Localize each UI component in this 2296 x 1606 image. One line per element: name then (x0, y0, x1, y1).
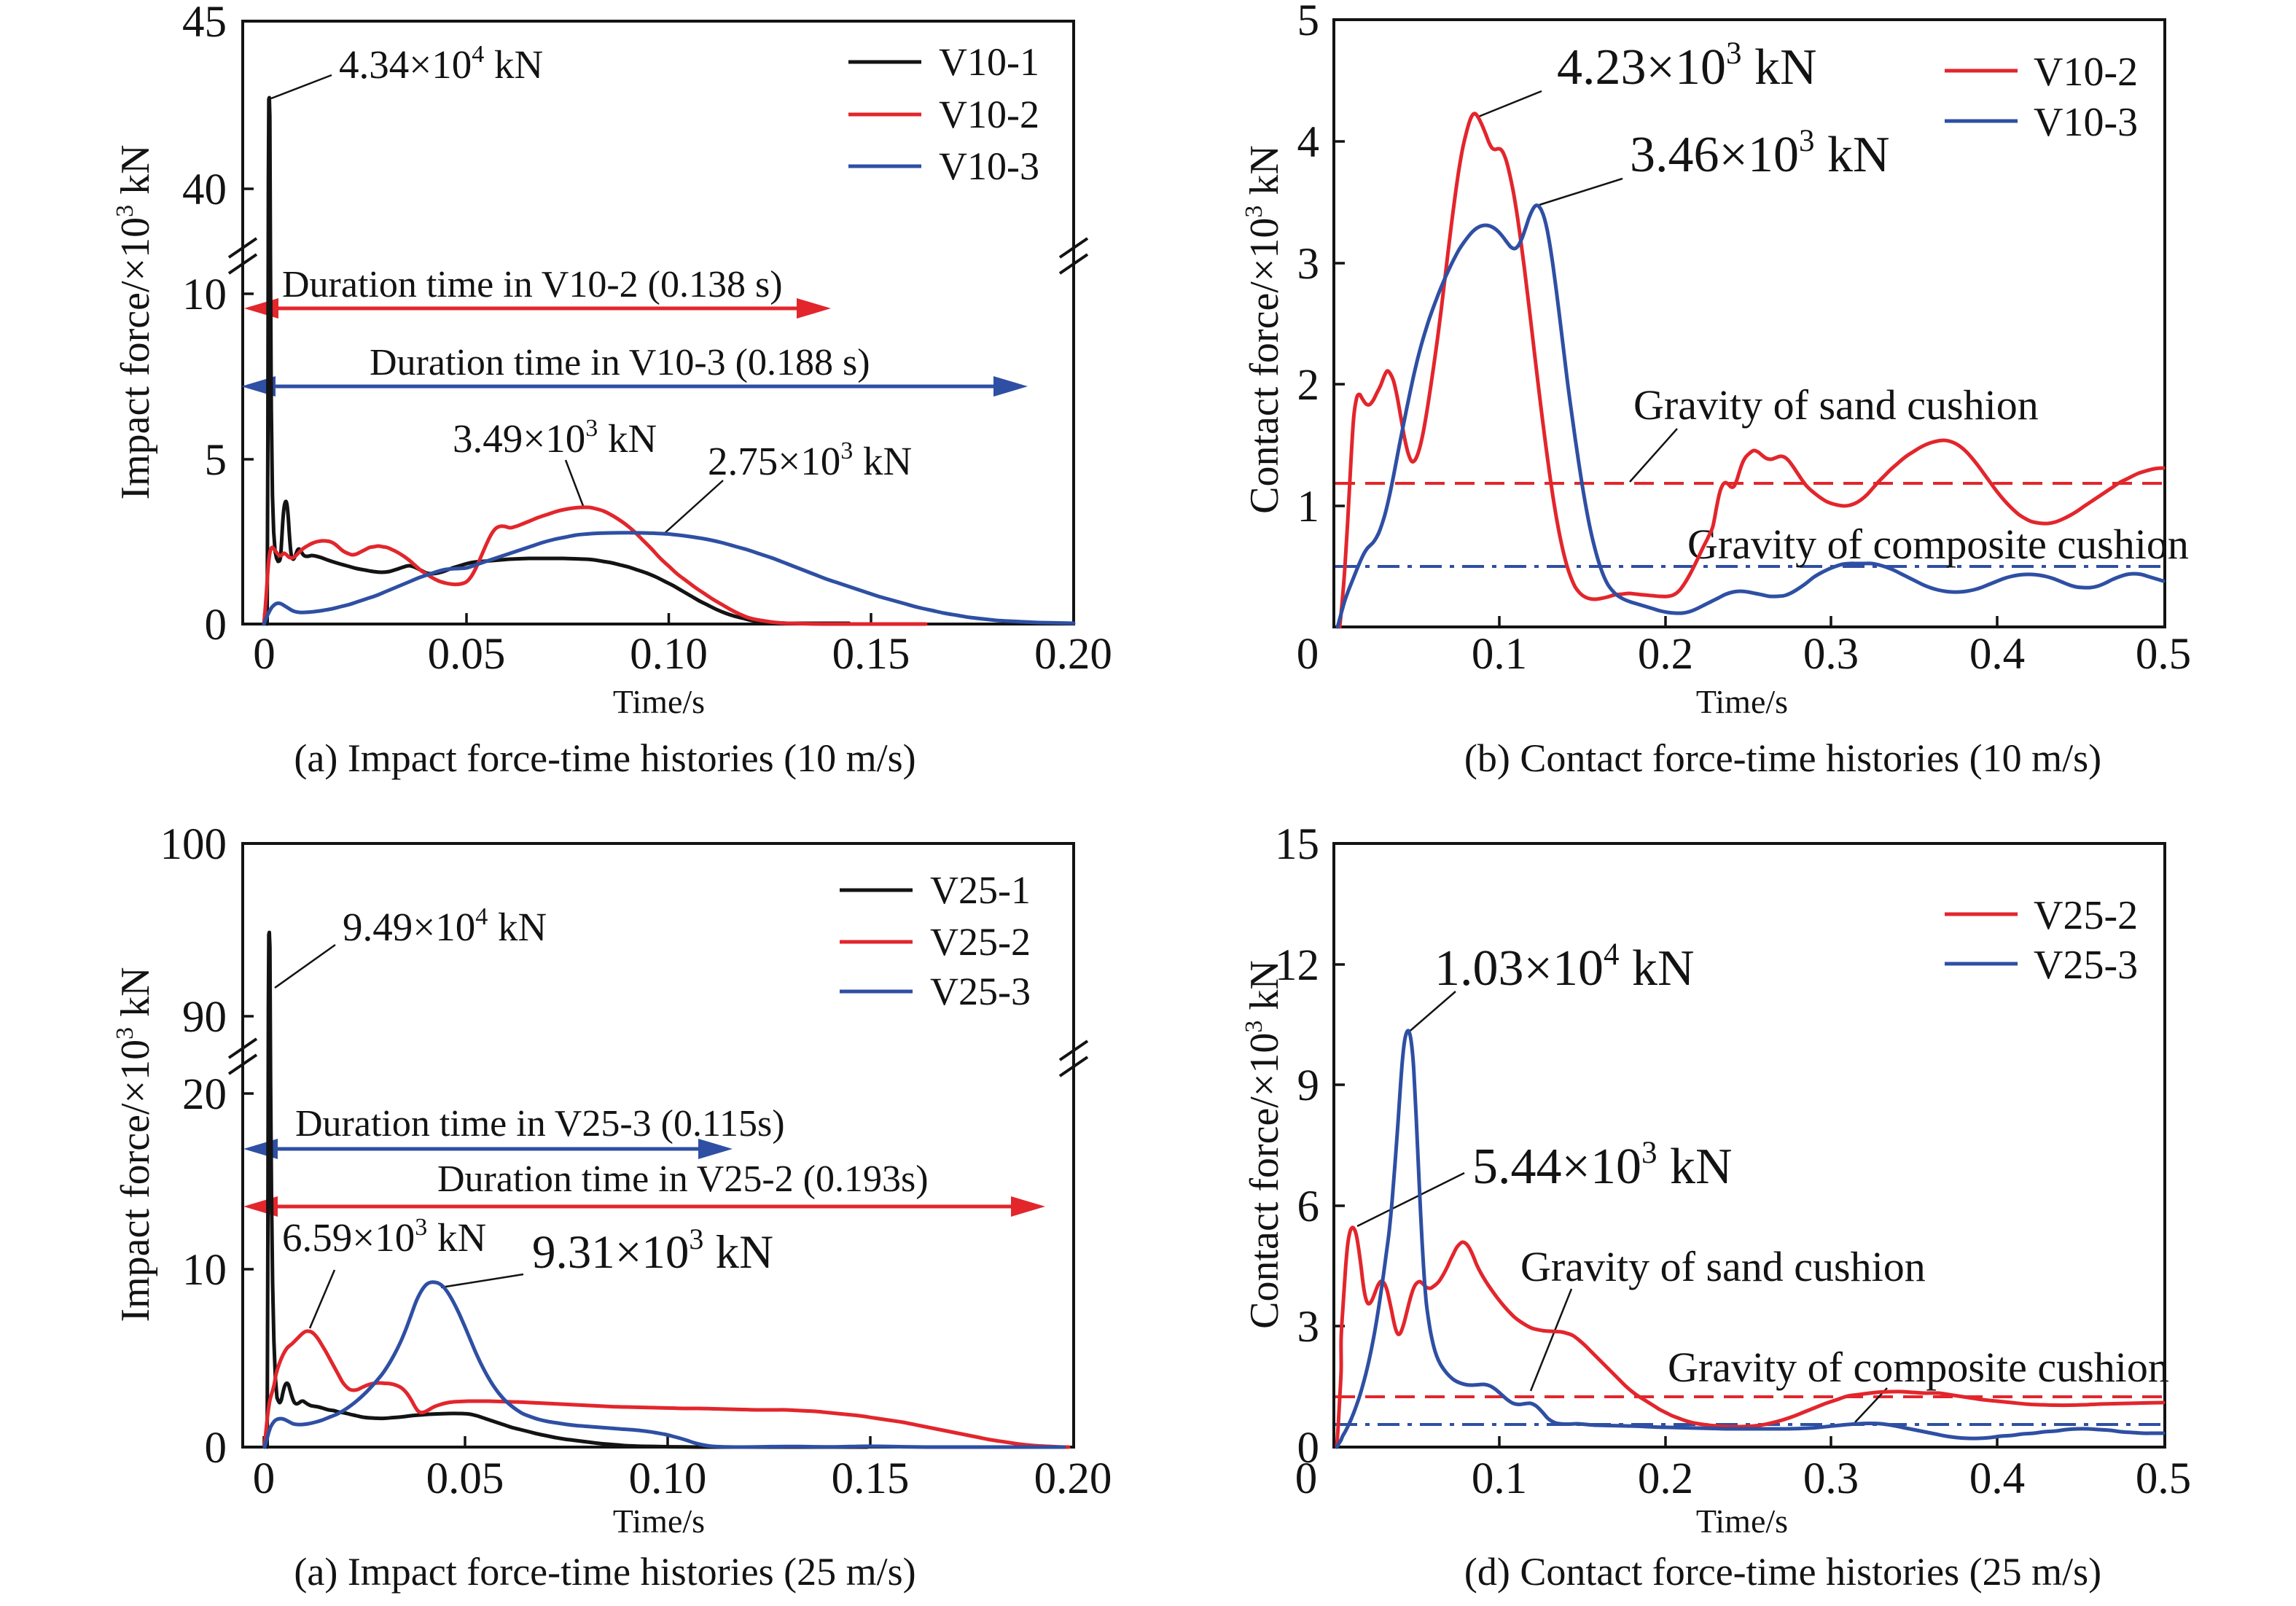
svg-text:V25-2: V25-2 (930, 920, 1031, 964)
svg-text:0.15: 0.15 (832, 1454, 910, 1503)
svg-text:Time/s: Time/s (1696, 1502, 1788, 1540)
svg-text:5: 5 (1297, 0, 1320, 45)
svg-text:0: 0 (205, 1424, 227, 1473)
svg-text:100: 100 (160, 820, 227, 869)
svg-text:Contact force/×103 kN: Contact force/×103 kN (1241, 145, 1287, 514)
svg-text:0.10: 0.10 (629, 1454, 707, 1503)
svg-text:4: 4 (1297, 118, 1320, 167)
svg-text:2.75×103 kN: 2.75×103 kN (708, 437, 912, 483)
svg-text:Gravity of composite cushion: Gravity of composite cushion (1668, 1344, 2169, 1391)
svg-text:(d) Contact force-time histori: (d) Contact force-time histories (25 m/s… (1464, 1550, 2101, 1594)
svg-text:0: 0 (1297, 630, 1319, 679)
svg-text:0.05: 0.05 (426, 1454, 504, 1503)
svg-text:5.44×103 kN: 5.44×103 kN (1472, 1136, 1733, 1195)
svg-text:0: 0 (205, 601, 227, 650)
svg-text:0.2: 0.2 (1638, 1454, 1693, 1503)
svg-text:3.46×103 kN: 3.46×103 kN (1630, 124, 1890, 183)
svg-text:(a) Impact force-time historie: (a) Impact force-time histories (25 m/s) (294, 1550, 915, 1594)
svg-text:0: 0 (253, 1454, 276, 1503)
svg-text:12: 12 (1275, 941, 1319, 990)
svg-text:V10-3: V10-3 (939, 144, 1039, 188)
svg-text:1: 1 (1297, 483, 1320, 531)
svg-text:9.49×104 kN: 9.49×104 kN (343, 903, 547, 949)
svg-text:V10-2: V10-2 (939, 93, 1039, 136)
svg-text:6.59×103 kN: 6.59×103 kN (282, 1214, 486, 1260)
svg-text:0.5: 0.5 (2136, 1454, 2191, 1503)
svg-text:6: 6 (1297, 1182, 1320, 1231)
svg-text:0.10: 0.10 (630, 630, 708, 679)
svg-text:0.1: 0.1 (1472, 630, 1527, 679)
svg-text:0.05: 0.05 (428, 630, 506, 679)
svg-text:4.23×103 kN: 4.23×103 kN (1557, 36, 1817, 95)
svg-text:0: 0 (253, 630, 276, 679)
svg-text:10: 10 (182, 270, 227, 319)
svg-text:Gravity of composite cushion: Gravity of composite cushion (1687, 521, 2189, 568)
svg-text:10: 10 (182, 1246, 227, 1295)
svg-text:V25-2: V25-2 (2034, 893, 2138, 938)
svg-text:3: 3 (1297, 1303, 1320, 1352)
svg-text:Duration time in V25-2 (0.193s: Duration time in V25-2 (0.193s) (437, 1158, 929, 1200)
svg-text:Gravity of sand cushion: Gravity of sand cushion (1520, 1243, 1926, 1290)
svg-text:0.2: 0.2 (1638, 630, 1693, 679)
svg-text:(a) Impact force-time historie: (a) Impact force-time histories (10 m/s) (294, 736, 915, 780)
svg-text:Time/s: Time/s (1696, 683, 1788, 720)
svg-text:0.20: 0.20 (1034, 630, 1112, 679)
svg-text:V10-3: V10-3 (2034, 100, 2138, 145)
svg-text:Duration time in V25-3 (0.115s: Duration time in V25-3 (0.115s) (295, 1103, 785, 1145)
svg-text:(b) Contact force-time histori: (b) Contact force-time histories (10 m/s… (1464, 736, 2101, 780)
svg-text:Impact force/×103 kN: Impact force/×103 kN (112, 967, 158, 1322)
svg-text:0.15: 0.15 (832, 630, 910, 679)
svg-text:Time/s: Time/s (613, 683, 705, 720)
svg-text:2: 2 (1297, 361, 1320, 410)
svg-text:5: 5 (205, 436, 227, 485)
svg-text:15: 15 (1275, 820, 1319, 869)
svg-text:0.3: 0.3 (1803, 1454, 1859, 1503)
svg-text:Time/s: Time/s (613, 1502, 705, 1540)
svg-text:0.1: 0.1 (1472, 1454, 1527, 1503)
svg-text:Duration time in V10-2 (0.138: Duration time in V10-2 (0.138 s) (282, 264, 783, 305)
svg-text:9.31×103 kN: 9.31×103 kN (532, 1223, 773, 1279)
svg-text:0.4: 0.4 (1969, 1454, 2025, 1503)
svg-text:4.34×104 kN: 4.34×104 kN (339, 41, 543, 87)
svg-text:V10-1: V10-1 (939, 40, 1039, 84)
svg-text:45: 45 (182, 0, 227, 47)
svg-text:Duration time in V10-3 (0.188: Duration time in V10-3 (0.188 s) (370, 342, 870, 383)
svg-text:V25-3: V25-3 (2034, 943, 2138, 988)
svg-text:0.5: 0.5 (2136, 630, 2191, 679)
svg-text:Impact force/×103 kN: Impact force/×103 kN (112, 144, 158, 499)
svg-text:0: 0 (1295, 1454, 1318, 1503)
svg-text:40: 40 (182, 165, 227, 214)
svg-text:V25-3: V25-3 (930, 970, 1031, 1013)
svg-text:0.20: 0.20 (1034, 1454, 1112, 1503)
svg-text:Contact force/×103 kN: Contact force/×103 kN (1241, 960, 1287, 1329)
svg-text:9: 9 (1297, 1061, 1320, 1110)
svg-text:3: 3 (1297, 240, 1320, 289)
svg-text:Gravity of sand cushion: Gravity of sand cushion (1633, 381, 2039, 429)
svg-text:0.4: 0.4 (1969, 630, 2025, 679)
svg-text:1.03×104 kN: 1.03×104 kN (1434, 938, 1695, 997)
svg-text:3.49×103 kN: 3.49×103 kN (453, 415, 657, 461)
svg-text:V25-1: V25-1 (930, 868, 1031, 912)
svg-text:20: 20 (182, 1070, 227, 1119)
svg-text:V10-2: V10-2 (2034, 50, 2138, 95)
svg-text:90: 90 (182, 993, 227, 1042)
svg-text:0.3: 0.3 (1803, 630, 1859, 679)
svg-text:0: 0 (1297, 1424, 1320, 1473)
